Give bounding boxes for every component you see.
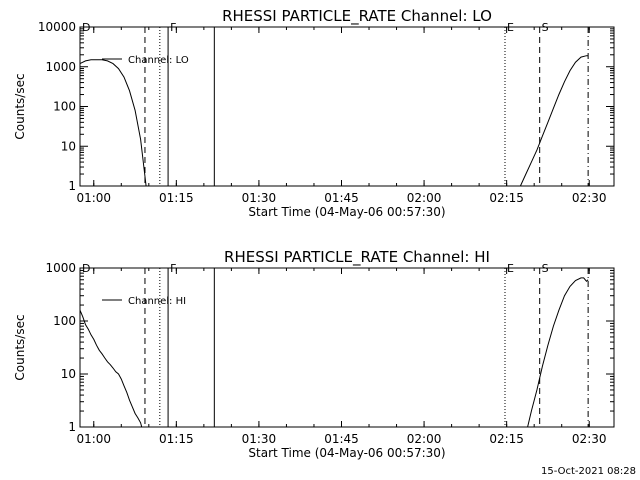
lo-event-marker-label: S [542, 21, 549, 34]
hi-x-tick-label: 01:30 [242, 432, 277, 446]
lo-event-marker-label: F [170, 21, 176, 34]
lo-x-axis-label: Start Time (04-May-06 00:57:30) [248, 205, 445, 219]
lo-y-tick-label: 100 [53, 100, 76, 114]
lo-y-tick-label: 10000 [38, 20, 76, 34]
lo-y-tick-label: 1000 [45, 60, 76, 74]
chart-panel-hi: RHESSI PARTICLE_RATE Channel: HI 01:00 01:… [13, 248, 615, 460]
lo-legend-label: Channel: LO [128, 55, 189, 66]
hi-y-tick-label: 100 [53, 314, 76, 328]
hi-x-tick-label: 02:00 [407, 432, 442, 446]
hi-x-axis-label: Start Time (04-May-06 00:57:30) [248, 446, 445, 460]
hi-legend-label: Channel: HI [128, 296, 186, 307]
lo-chart-title: RHESSI PARTICLE_RATE Channel: LO [222, 7, 492, 26]
hi-x-tick-label: 01:45 [324, 432, 359, 446]
lo-x-tick-label: 02:00 [407, 191, 442, 205]
hi-event-marker-label: D [82, 262, 90, 275]
hi-series-line [527, 277, 589, 428]
hi-y-tick-label: 10 [61, 367, 76, 381]
hi-y-tick-label: 1 [68, 420, 76, 434]
lo-y-tick-label: 10 [61, 139, 76, 153]
hi-x-tick-label: 02:15 [489, 432, 524, 446]
lo-y-axis-label: Counts/sec [13, 73, 27, 139]
lo-x-tick-label: 01:15 [159, 191, 194, 205]
hi-x-tick-label: 01:00 [76, 432, 111, 446]
lo-series-line [519, 55, 589, 187]
lo-x-tick-label: 01:30 [242, 191, 277, 205]
hi-chart-title: RHESSI PARTICLE_RATE Channel: HI [224, 248, 490, 267]
lo-x-tick-label: 01:45 [324, 191, 359, 205]
timestamp-stamp: 15-Oct-2021 08:28 [541, 466, 636, 477]
lo-x-tick-label: 02:30 [572, 191, 607, 205]
hi-series-line [79, 310, 143, 428]
hi-y-axis-label: Counts/sec [13, 314, 27, 380]
lo-x-tick-label: 02:15 [489, 191, 524, 205]
hi-event-marker-label: F [170, 262, 176, 275]
lo-event-marker-label: E [507, 21, 514, 34]
lo-x-tick-label: 01:00 [76, 191, 111, 205]
lo-event-marker-label: D [82, 21, 90, 34]
hi-x-tick-label: 02:30 [572, 432, 607, 446]
hi-y-tick-label: 1000 [45, 261, 76, 275]
hi-event-marker-label: S [542, 262, 549, 275]
lo-y-tick-label: 1 [68, 179, 76, 193]
hi-x-tick-label: 01:15 [159, 432, 194, 446]
chart-panel-lo: RHESSI PARTICLE_RATE Channel: LO 01:00 01:… [13, 7, 615, 219]
hi-event-marker-label: E [507, 262, 514, 275]
hi-plot-frame [79, 267, 615, 428]
lo-series-line [79, 59, 147, 187]
